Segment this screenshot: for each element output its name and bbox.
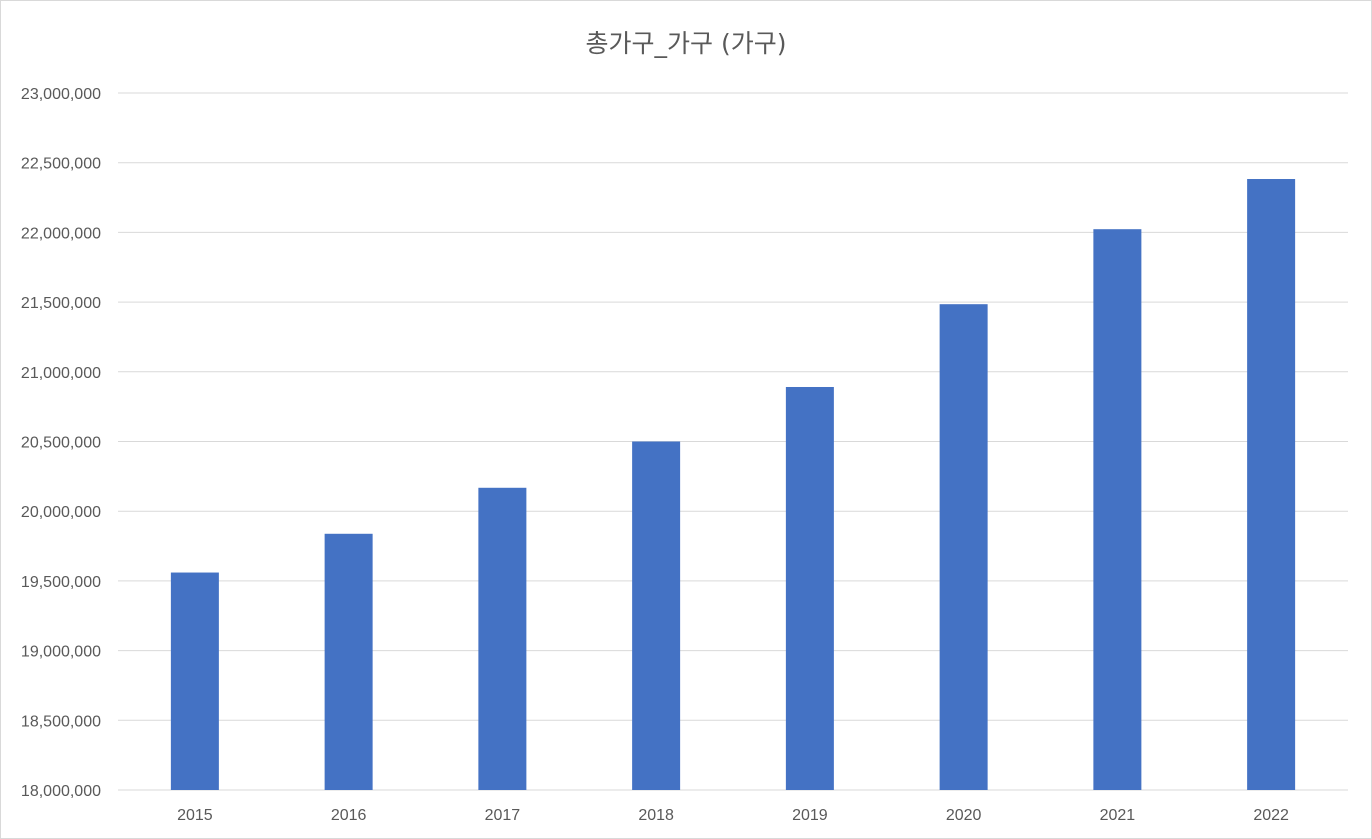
bar-2018: [632, 441, 681, 790]
bar-2016: [324, 533, 373, 790]
bar-2019: [785, 386, 834, 790]
x-tick-label: 2017: [485, 807, 521, 824]
x-tick-label: 2019: [792, 807, 828, 824]
y-tick-label: 19,000,000: [21, 644, 101, 661]
bar-2022: [1247, 179, 1296, 791]
bars: [170, 179, 1296, 791]
x-tick-label: 2016: [331, 807, 367, 824]
x-tick-label: 2018: [638, 807, 674, 824]
bar-2015: [170, 572, 219, 790]
y-tick-label: 21,500,000: [21, 295, 101, 312]
y-tick-label: 18,500,000: [21, 713, 101, 730]
y-tick-label: 18,000,000: [21, 783, 101, 800]
y-tick-label: 22,000,000: [21, 225, 101, 242]
y-tick-label: 20,500,000: [21, 435, 101, 452]
chart-title: 총가구_가구 (가구): [585, 29, 787, 58]
y-axis-labels: 18,000,000 18,500,000 19,000,000 19,500,000…: [21, 86, 101, 800]
y-tick-label: 23,000,000: [21, 86, 101, 103]
gridlines: [118, 92, 1348, 791]
x-tick-label: 2021: [1100, 807, 1136, 824]
x-axis-labels: 2015 2016 2017 2018 2019 2020 2021 2022: [177, 807, 1289, 824]
x-tick-label: 2022: [1253, 807, 1289, 824]
y-tick-label: 19,500,000: [21, 574, 101, 591]
y-tick-label: 22,500,000: [21, 156, 101, 173]
x-tick-label: 2020: [946, 807, 982, 824]
x-tick-label: 2015: [177, 807, 213, 824]
bar-2017: [478, 487, 527, 790]
bar-2020: [939, 304, 988, 790]
y-tick-label: 20,000,000: [21, 504, 101, 521]
bar-2021: [1093, 229, 1142, 791]
y-tick-label: 21,000,000: [21, 365, 101, 382]
